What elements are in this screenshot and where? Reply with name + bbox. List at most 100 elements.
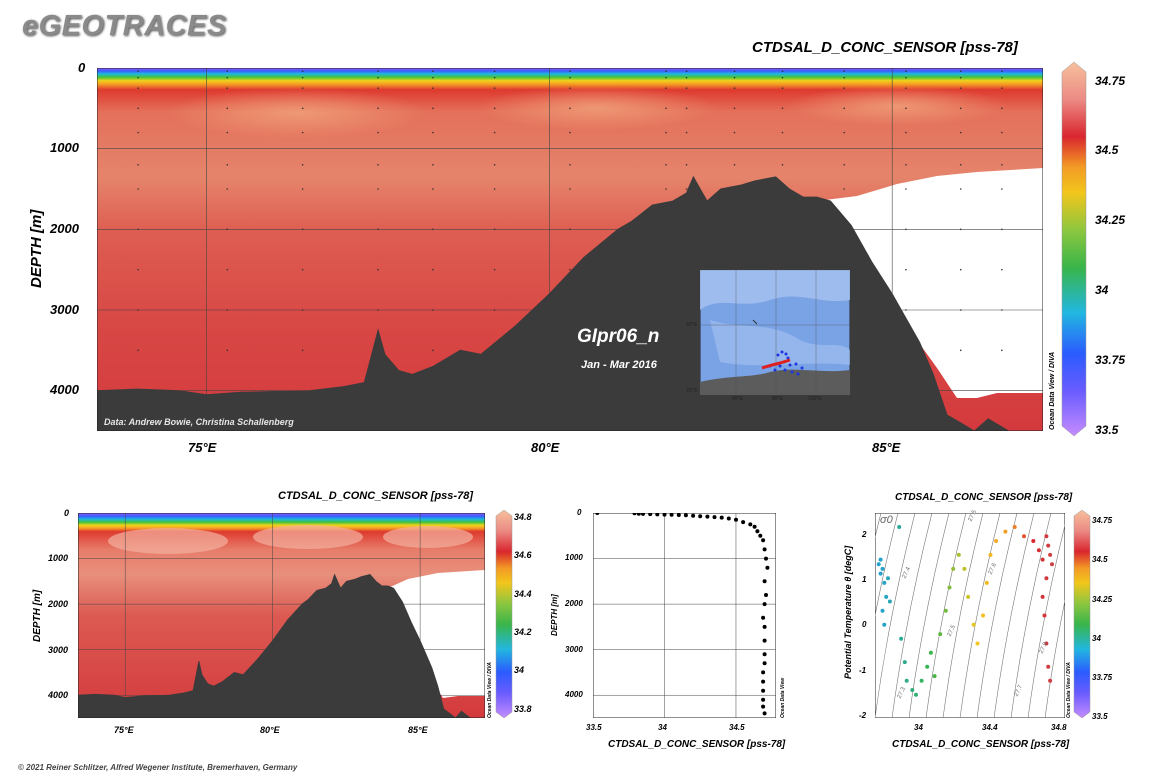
station-sample [959,76,962,79]
bl-colorbar [495,509,513,719]
bm-xtick-345: 34.5 [729,723,745,732]
station-sample [959,188,962,190]
scatter-point [648,513,653,517]
bm-scatter-plot [593,513,776,718]
ts-point [1044,641,1049,646]
station-sample [377,228,379,231]
scatter-point [762,661,767,666]
station-sample [905,107,907,110]
station-sample [432,70,434,73]
ts-point [1044,576,1049,581]
scatter-point [752,524,757,529]
station-sample [905,70,907,73]
inset-station [794,362,798,366]
scatter-point [632,513,637,516]
station-sample [432,349,434,352]
bm-ytick-4000: 4000 [565,690,583,699]
station-sample [137,76,139,79]
bm-ylabel: DEPTH [m] [550,594,559,636]
isopycnal-line [959,513,1001,718]
ts-point [943,608,948,613]
ts-point [1036,548,1041,553]
inset-lat-50: 50°S [686,322,697,328]
scatter-point [683,513,688,518]
station-sample [1001,164,1003,166]
main-ytick-2000: 2000 [50,221,79,236]
station-sample [733,131,736,134]
br-cb-3375: 33.75 [1092,673,1113,682]
ts-point [1012,525,1017,529]
station-sample [493,131,496,134]
bl-xtick-80: 80°E [260,725,280,735]
scatter-point [669,513,674,517]
station-sample [781,87,784,89]
isopycnal-line [1010,513,1052,718]
station-sample [432,87,434,89]
station-sample [1001,107,1003,110]
br-ytick-1: 1 [862,575,867,584]
bl-ylabel: DEPTH [m] [32,589,43,642]
ts-point [887,599,892,604]
scatter-point [636,513,641,516]
station-sample [781,164,784,166]
br-ylabel: Potential Temperature θ [degC] [843,545,853,679]
ts-point [962,566,967,571]
ts-point [882,622,887,627]
station-sample [665,70,667,73]
scatter-point [761,688,766,693]
ts-point [884,594,889,599]
inset-station [776,353,780,357]
main-ytick-4000: 4000 [50,382,79,397]
scatter-point [734,517,738,522]
scatter-point [764,556,768,561]
station-sample [137,131,139,134]
data-credit: Data: Andrew Bowie, Christina Schallenbe… [104,417,294,427]
station-sample [959,309,962,311]
main-odv-label: Ocean Data View / DIVA [1049,351,1056,430]
ts-point [981,613,985,618]
station-sample [493,87,496,89]
station-sample [905,76,907,79]
station-sample [685,76,688,79]
station-sample [493,268,496,271]
station-sample [493,188,496,190]
inset-station [780,350,784,354]
station-sample [569,107,571,110]
bl-ytick-3000: 3000 [48,645,69,655]
ts-point [878,557,883,562]
scatter-point [762,602,767,607]
scatter-point [741,520,746,525]
inset-lat-70: 70°S [686,388,697,394]
station-sample [301,107,304,110]
station-sample [685,87,688,89]
ts-point [925,664,930,669]
scatter-point [755,529,760,534]
scatter-point [705,514,710,519]
station-sample [377,309,379,311]
station-sample [137,228,139,231]
station-sample [301,188,304,190]
station-sample [733,107,736,110]
station-sample [959,87,962,89]
station-sample [1001,76,1003,79]
scatter-point [758,533,763,538]
inset-station [788,363,792,367]
ts-point [956,552,961,557]
isopycnal-line [908,513,950,718]
section-period: Jan - Mar 2016 [581,359,657,371]
isopycnal-line [942,513,984,718]
ts-point [1042,613,1047,618]
ts-point [938,632,943,637]
station-sample [781,70,784,73]
copyright: © 2021 Reiner Schlitzer, Alfred Wegener … [18,763,298,772]
ts-point [914,692,918,697]
isopycnal-line [976,513,1018,718]
station-sample [665,188,667,190]
station-sample [959,131,962,134]
inset-station [778,364,782,368]
bl-cb-34: 34 [514,665,525,675]
bl-odv-label: Ocean Data View / DIVA [487,662,493,718]
station-sample [569,188,571,190]
scatter-point [712,515,717,520]
ts-point [971,622,976,627]
